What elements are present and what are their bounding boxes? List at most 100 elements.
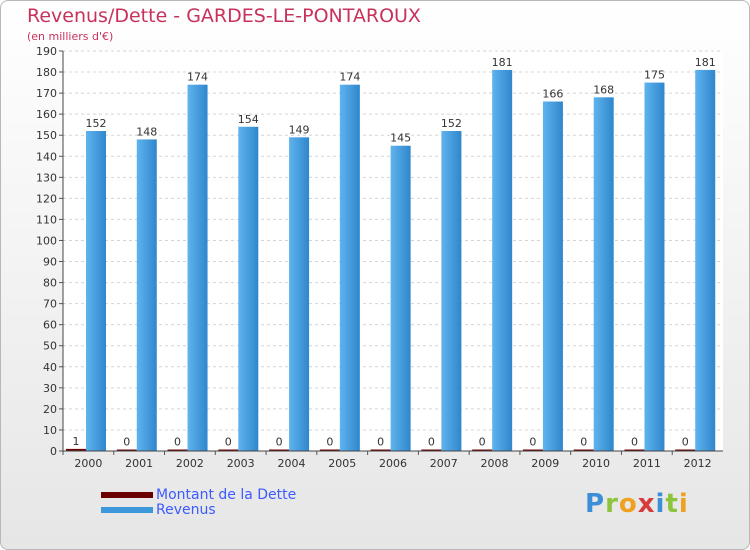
label-dette-2008: 0 <box>479 436 486 449</box>
label-dette-2011: 0 <box>631 436 638 449</box>
x-tick-label-2007: 2007 <box>430 457 458 470</box>
legend-item-revenus: Revenus <box>101 502 296 518</box>
y-tick-label-60: 60 <box>43 319 57 332</box>
x-tick-label-2011: 2011 <box>633 457 661 470</box>
y-tick-label-150: 150 <box>36 129 57 142</box>
legend-label-dette: Montant de la Dette <box>156 486 297 503</box>
logo-letter-0: P <box>585 489 606 519</box>
label-revenus-2010: 168 <box>593 83 614 96</box>
bar-dette-2000 <box>66 448 86 451</box>
label-revenus-2006: 145 <box>390 132 411 145</box>
logo-letter-3: x <box>637 489 656 519</box>
logo-letter-5: t <box>665 489 679 519</box>
label-revenus-2001: 148 <box>136 125 157 138</box>
chart-title: Revenus/Dette - GARDES-LE-PONTAROUX <box>27 5 421 27</box>
bar-dette-2010 <box>573 449 594 451</box>
label-revenus-2000: 152 <box>86 117 107 130</box>
x-tick-label-2004: 2004 <box>277 457 305 470</box>
x-tick-label-2002: 2002 <box>176 457 204 470</box>
bar-revenus-2006 <box>390 145 411 451</box>
x-tick-label-2012: 2012 <box>684 457 712 470</box>
x-tick-label-2006: 2006 <box>379 457 407 470</box>
label-dette-2005: 0 <box>326 436 333 449</box>
bar-revenus-2001 <box>136 139 157 451</box>
x-tick-label-2009: 2009 <box>531 457 559 470</box>
logo-letter-4: i <box>655 489 666 519</box>
bar-revenus-2008 <box>492 69 513 452</box>
label-dette-2001: 0 <box>123 436 130 449</box>
label-revenus-2011: 175 <box>644 69 665 82</box>
legend-swatch-dette <box>101 491 153 498</box>
bar-revenus-2010 <box>593 97 614 451</box>
y-tick-label-20: 20 <box>43 403 57 416</box>
x-tick-label-2001: 2001 <box>125 457 153 470</box>
bar-revenus-2011 <box>644 82 665 451</box>
label-dette-2003: 0 <box>225 436 232 449</box>
y-tick-label-30: 30 <box>43 382 57 395</box>
y-tick-label-100: 100 <box>36 234 57 247</box>
x-tick-label-2000: 2000 <box>74 457 102 470</box>
y-tick-label-90: 90 <box>43 256 57 269</box>
bar-dette-2005 <box>319 449 340 451</box>
label-revenus-2012: 181 <box>695 56 716 69</box>
logo-letter-6: i <box>678 489 689 519</box>
y-tick-label-70: 70 <box>43 298 57 311</box>
y-tick-label-120: 120 <box>36 192 57 205</box>
bar-dette-2009 <box>522 449 543 451</box>
label-dette-2006: 0 <box>377 436 384 449</box>
bar-dette-2008 <box>472 449 493 451</box>
y-tick-label-170: 170 <box>36 87 57 100</box>
bar-revenus-2012 <box>695 69 716 452</box>
legend: Montant de la Dette Revenus <box>101 486 297 518</box>
legend-item-dette: Montant de la Dette <box>101 486 297 503</box>
label-dette-2002: 0 <box>174 436 181 449</box>
label-dette-2009: 0 <box>529 436 536 449</box>
bar-dette-2006 <box>370 449 391 451</box>
y-tick-label-80: 80 <box>43 277 57 290</box>
logo-letter-2: o <box>618 489 638 519</box>
bar-dette-2007 <box>421 449 442 451</box>
bar-revenus-2004 <box>289 137 310 451</box>
label-revenus-2004: 149 <box>289 123 310 136</box>
y-tick-label-180: 180 <box>36 66 57 79</box>
y-tick-label-190: 190 <box>36 45 57 58</box>
bar-dette-2011 <box>624 449 645 451</box>
label-revenus-2005: 174 <box>339 71 360 84</box>
bar-revenus-2005 <box>339 84 360 452</box>
x-tick-label-2010: 2010 <box>582 457 610 470</box>
proxiti-logo: Proxiti <box>585 489 689 519</box>
bar-revenus-2002 <box>187 84 208 452</box>
x-tick-label-2008: 2008 <box>481 457 509 470</box>
legend-swatch-revenus <box>101 506 153 513</box>
y-tick-label-130: 130 <box>36 171 57 184</box>
bar-dette-2004 <box>269 449 290 451</box>
bar-dette-2012 <box>675 449 696 451</box>
y-tick-label-160: 160 <box>36 108 57 121</box>
bar-dette-2001 <box>116 449 137 451</box>
label-revenus-2008: 181 <box>492 56 513 69</box>
bar-revenus-2007 <box>441 131 462 451</box>
bar-revenus-2009 <box>542 101 563 452</box>
y-tick-label-0: 0 <box>50 445 57 458</box>
label-revenus-2002: 174 <box>187 71 208 84</box>
label-dette-2000: 1 <box>73 435 80 448</box>
y-tick-label-110: 110 <box>36 213 57 226</box>
y-tick-label-50: 50 <box>43 340 57 353</box>
label-dette-2004: 0 <box>276 436 283 449</box>
x-tick-label-2003: 2003 <box>227 457 255 470</box>
bar-dette-2002 <box>167 449 188 451</box>
bar-revenus-2000 <box>86 131 106 451</box>
x-tick-label-2005: 2005 <box>328 457 356 470</box>
chart-subtitle: (en milliers d'€) <box>27 30 114 43</box>
label-revenus-2003: 154 <box>238 113 259 126</box>
bar-dette-2003 <box>218 449 239 451</box>
y-tick-label-40: 40 <box>43 361 57 374</box>
y-tick-label-10: 10 <box>43 424 57 437</box>
bar-revenus-2003 <box>238 126 259 451</box>
label-dette-2010: 0 <box>580 436 587 449</box>
y-tick-label-140: 140 <box>36 150 57 163</box>
label-dette-2012: 0 <box>682 436 689 449</box>
logo-letter-1: r <box>605 489 619 519</box>
